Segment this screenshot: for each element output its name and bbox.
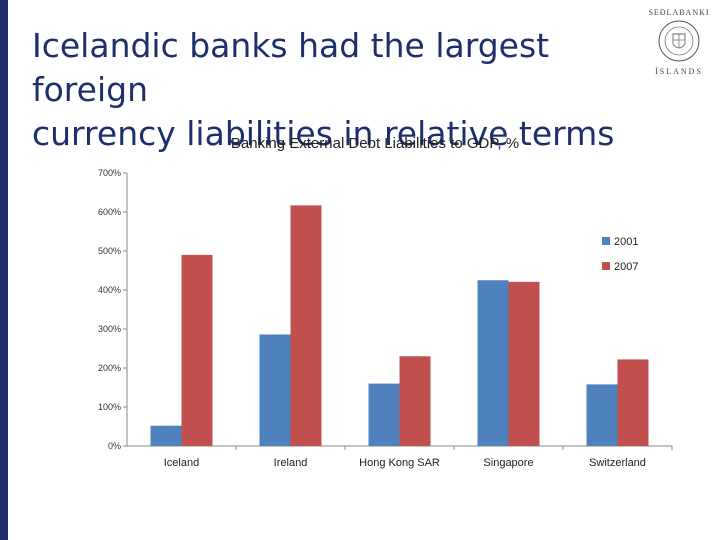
y-tick-label: 0%: [108, 441, 121, 451]
bar-2007-ireland: [290, 205, 322, 446]
x-category-label: Hong Kong SAR: [359, 457, 440, 469]
bar-2001-hong-kong-sar: [368, 383, 400, 446]
x-category-label: Switzerland: [589, 457, 646, 469]
x-category-label: Iceland: [164, 457, 199, 469]
legend-swatch-2007: [602, 262, 610, 270]
left-accent-stripe: [0, 0, 8, 540]
bar-2001-iceland: [150, 425, 182, 446]
y-tick-label: 200%: [98, 363, 121, 373]
bar-2001-singapore: [477, 280, 509, 446]
y-tick-label: 500%: [98, 246, 121, 256]
chart-legend: 2001 2007: [602, 236, 638, 273]
legend-label-2007: 2007: [614, 261, 638, 273]
svg-text:SEÐLABANKI: SEÐLABANKI: [648, 8, 709, 17]
y-tick-label: 300%: [98, 324, 121, 334]
y-tick-label: 700%: [98, 168, 121, 178]
bar-2007-singapore: [508, 281, 540, 446]
bar-2007-switzerland: [617, 359, 649, 446]
y-tick-label: 400%: [98, 285, 121, 295]
bar-2007-hong-kong-sar: [399, 356, 431, 446]
chart-bars: [150, 205, 649, 446]
slide-title: Icelandic banks had the largest foreign …: [32, 24, 632, 156]
bar-2001-ireland: [259, 334, 291, 446]
svg-text:ÍSLANDS: ÍSLANDS: [655, 66, 703, 76]
bar-2007-iceland: [181, 254, 213, 446]
bar-2001-switzerland: [586, 384, 618, 446]
x-category-label: Ireland: [274, 457, 308, 469]
legend-label-2001: 2001: [614, 236, 638, 248]
legend-swatch-2001: [602, 237, 610, 245]
y-tick-label: 600%: [98, 207, 121, 217]
chart-title: Banking External Debt Liabilities to GDP…: [231, 135, 519, 152]
chart-labels: 0% 100% 200% 300% 400% 500% 600% 700% Iceland Ire…: [98, 168, 646, 469]
x-category-label: Singapore: [483, 457, 533, 469]
slide-title-line-2: currency liabilities in relative terms: [32, 114, 615, 153]
y-tick-label: 100%: [98, 402, 121, 412]
bar-chart: Banking External Debt Liabilities to GDP…: [98, 135, 673, 469]
central-bank-seal-logo: SEÐLABANKI ÍSLANDS: [648, 8, 709, 76]
slide-title-line-1: Icelandic banks had the largest foreign: [32, 26, 550, 109]
